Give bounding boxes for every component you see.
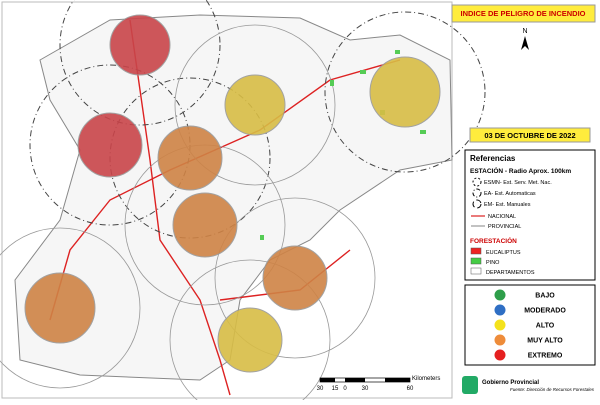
north-label: N — [522, 28, 527, 35]
level-symbol — [494, 349, 506, 361]
level-symbol — [494, 319, 506, 331]
forest-symbol — [470, 267, 482, 275]
legend-box — [464, 149, 596, 281]
level-symbol — [494, 334, 506, 346]
forest-label: EUCALIPTUS — [486, 250, 521, 256]
station-label: EA- Est. Automaticas — [484, 191, 536, 197]
level-label: MUY ALTO — [527, 338, 563, 345]
station-label: ESMN- Est. Serv. Met. Nac. — [484, 180, 552, 186]
scale-tick: 15 — [332, 386, 339, 392]
date-box — [469, 127, 591, 143]
station-symbol — [472, 188, 482, 198]
org: Gobierno Provincial — [482, 380, 539, 386]
scale-tick: 30 — [362, 386, 369, 392]
legend-title: Referencias — [470, 154, 516, 163]
station-title: ESTACIÓN - Radio Aprox. 100km — [470, 166, 571, 175]
date: 03 DE OCTUBRE DE 2022 — [484, 131, 575, 140]
level-symbol — [494, 304, 506, 316]
scale-bar — [319, 377, 411, 383]
road-label: PROVINCIAL — [488, 224, 521, 230]
logo — [462, 376, 478, 394]
level-label: ALTO — [536, 323, 555, 330]
forest-label: DEPARTAMENTOS — [486, 270, 535, 276]
title: INDICE DE PELIGRO DE INCENDIO — [460, 9, 585, 18]
scale-unit: Kilometers — [412, 376, 440, 382]
level-symbol — [494, 289, 506, 301]
forest-symbol — [470, 257, 482, 265]
danger-circles — [24, 14, 441, 373]
source: Fuente: Dirección de Recursos Forestales — [510, 387, 595, 392]
road-label: NACIONAL — [488, 214, 516, 220]
title-box — [451, 4, 596, 23]
levels-box — [464, 284, 596, 366]
scale-tick: 30 — [317, 386, 324, 392]
scale-tick: 60 — [407, 386, 414, 392]
forest-label: PINO — [486, 260, 500, 266]
station-symbol — [472, 199, 482, 209]
forest-symbol — [470, 247, 482, 255]
north-arrow — [521, 36, 529, 50]
forest-title: FORESTACIÓN — [470, 236, 517, 245]
station-symbol — [472, 177, 482, 187]
level-label: MODERADO — [524, 308, 566, 315]
level-label: BAJO — [535, 293, 555, 300]
level-label: EXTREMO — [528, 353, 563, 360]
station-label: EM- Est. Manuales — [484, 202, 531, 208]
scale-tick: 0 — [343, 386, 347, 392]
